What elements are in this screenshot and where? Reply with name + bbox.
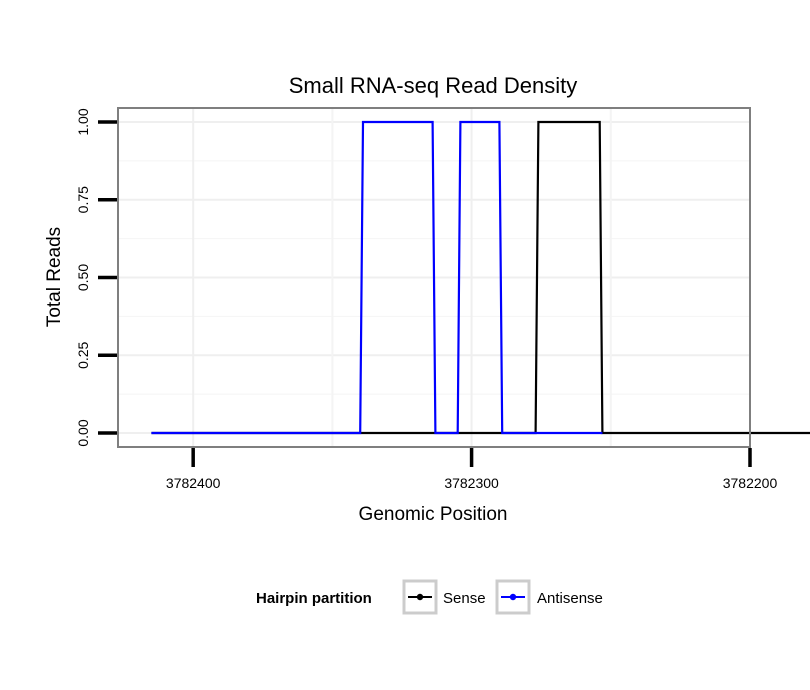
y-tick-label-1: 0.25 <box>75 341 91 368</box>
x-axis-title: Genomic Position <box>359 504 508 525</box>
series-line-antisense <box>151 120 603 435</box>
legend-title: Hairpin partition <box>256 590 372 607</box>
legend-label-sense: Sense <box>443 590 486 607</box>
y-tick-label-2: 0.50 <box>75 264 91 291</box>
legend-item-antisense: Antisense <box>495 579 603 615</box>
plot-border <box>117 107 751 448</box>
y-axis: 0.00 0.25 0.50 0.75 1.00 <box>75 108 117 447</box>
x-axis: 3782400 3782300 3782200 <box>166 448 778 491</box>
legend-point-sense <box>416 593 424 601</box>
y-axis-title: Total Reads <box>44 227 65 327</box>
series-layer <box>151 120 810 435</box>
x-tick-label-2: 3782200 <box>723 475 778 491</box>
y-tick-label-0: 0.00 <box>75 419 91 446</box>
legend-item-sense: Sense <box>402 579 486 615</box>
x-tick-label-0: 3782400 <box>166 475 221 491</box>
legend-point-antisense <box>509 593 517 601</box>
x-tick-label-1: 3782300 <box>444 475 499 491</box>
legend: Hairpin partition Sense Antisense <box>256 579 603 615</box>
legend-label-antisense: Antisense <box>537 590 603 607</box>
y-tick-label-3: 0.75 <box>75 186 91 213</box>
chart-title: Small RNA-seq Read Density <box>289 73 578 98</box>
y-tick-label-4: 1.00 <box>75 108 91 135</box>
